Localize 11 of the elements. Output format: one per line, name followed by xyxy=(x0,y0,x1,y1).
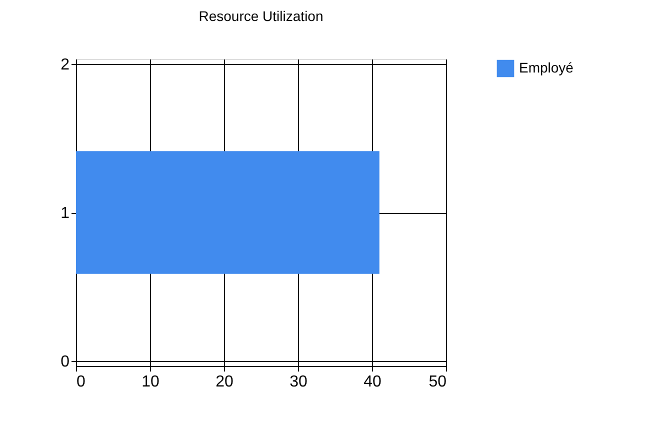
x-tick-label: 0 xyxy=(76,374,86,390)
x-tick-label: 10 xyxy=(142,374,160,390)
x-tick-label: 30 xyxy=(290,374,308,390)
y-tick-label: 1 xyxy=(60,205,70,222)
legend-label: Employé xyxy=(519,60,574,76)
x-tick-label: 50 xyxy=(428,374,447,390)
x-tick-label: 20 xyxy=(216,374,234,390)
chart-title: Resource Utilization xyxy=(198,8,324,24)
x-tick-label: 40 xyxy=(364,374,382,390)
y-tick-label: 2 xyxy=(60,56,70,74)
y-tick-label: 0 xyxy=(60,354,70,370)
